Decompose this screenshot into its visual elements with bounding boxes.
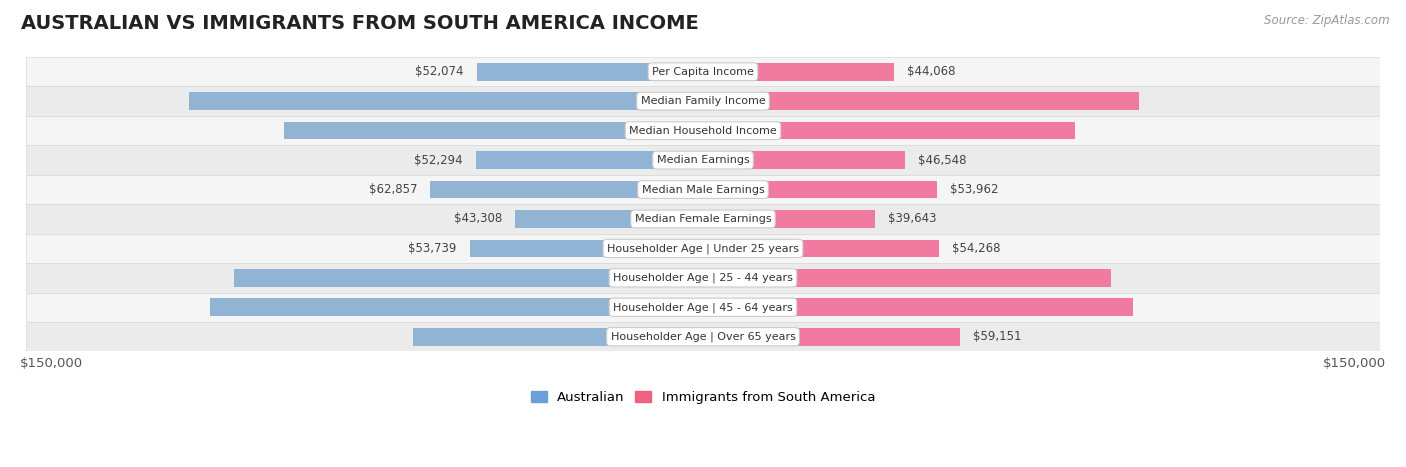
Text: Householder Age | 25 - 44 years: Householder Age | 25 - 44 years: [613, 273, 793, 283]
Bar: [209, 298, 703, 316]
Text: Median Household Income: Median Household Income: [628, 126, 778, 135]
FancyBboxPatch shape: [25, 86, 1381, 116]
Text: $99,126: $99,126: [665, 301, 718, 314]
FancyBboxPatch shape: [25, 204, 1381, 234]
Bar: [703, 92, 1139, 110]
Text: Median Female Earnings: Median Female Earnings: [634, 214, 772, 224]
FancyBboxPatch shape: [25, 145, 1381, 175]
Bar: [703, 151, 905, 169]
Text: $62,857: $62,857: [368, 183, 418, 196]
Bar: [284, 122, 703, 140]
FancyBboxPatch shape: [25, 175, 1381, 204]
Text: $107,912: $107,912: [688, 271, 749, 284]
Bar: [703, 269, 1111, 287]
Bar: [188, 92, 703, 110]
Bar: [430, 181, 703, 198]
Text: $59,151: $59,151: [973, 330, 1021, 343]
Text: Source: ZipAtlas.com: Source: ZipAtlas.com: [1264, 14, 1389, 27]
Text: $46,548: $46,548: [918, 154, 967, 167]
Bar: [235, 269, 703, 287]
Text: $53,739: $53,739: [408, 242, 457, 255]
Legend: Australian, Immigrants from South America: Australian, Immigrants from South Americ…: [526, 386, 880, 410]
Bar: [703, 298, 1133, 316]
Text: $100,414: $100,414: [657, 95, 718, 108]
Text: $52,074: $52,074: [415, 65, 464, 78]
FancyBboxPatch shape: [25, 234, 1381, 263]
Text: $94,042: $94,042: [665, 271, 718, 284]
Text: $85,611: $85,611: [665, 124, 718, 137]
Text: $54,268: $54,268: [952, 242, 1000, 255]
FancyBboxPatch shape: [25, 322, 1381, 352]
Text: Median Family Income: Median Family Income: [641, 96, 765, 106]
Text: $43,308: $43,308: [454, 212, 502, 226]
Bar: [703, 63, 894, 81]
Bar: [703, 122, 1074, 140]
Text: $39,643: $39,643: [889, 212, 936, 226]
Bar: [703, 181, 938, 198]
Text: $113,533: $113,533: [688, 301, 749, 314]
Text: Per Capita Income: Per Capita Income: [652, 67, 754, 77]
Bar: [475, 151, 703, 169]
Text: $52,294: $52,294: [415, 154, 463, 167]
Bar: [703, 210, 875, 228]
Bar: [477, 63, 703, 81]
FancyBboxPatch shape: [25, 263, 1381, 293]
Text: $96,490: $96,490: [688, 124, 742, 137]
Text: Median Earnings: Median Earnings: [657, 155, 749, 165]
Bar: [515, 210, 703, 228]
Text: $118,440: $118,440: [688, 95, 749, 108]
FancyBboxPatch shape: [25, 57, 1381, 86]
Text: AUSTRALIAN VS IMMIGRANTS FROM SOUTH AMERICA INCOME: AUSTRALIAN VS IMMIGRANTS FROM SOUTH AMER…: [21, 14, 699, 33]
Text: $44,068: $44,068: [907, 65, 956, 78]
Text: Median Male Earnings: Median Male Earnings: [641, 184, 765, 195]
Text: Householder Age | Under 25 years: Householder Age | Under 25 years: [607, 243, 799, 254]
Bar: [703, 328, 960, 346]
FancyBboxPatch shape: [25, 116, 1381, 145]
Bar: [703, 240, 939, 257]
Text: $66,891: $66,891: [688, 330, 742, 343]
Text: Householder Age | Over 65 years: Householder Age | Over 65 years: [610, 332, 796, 342]
Bar: [470, 240, 703, 257]
FancyBboxPatch shape: [25, 293, 1381, 322]
Text: Householder Age | 45 - 64 years: Householder Age | 45 - 64 years: [613, 302, 793, 312]
Text: $53,962: $53,962: [950, 183, 998, 196]
Bar: [412, 328, 703, 346]
